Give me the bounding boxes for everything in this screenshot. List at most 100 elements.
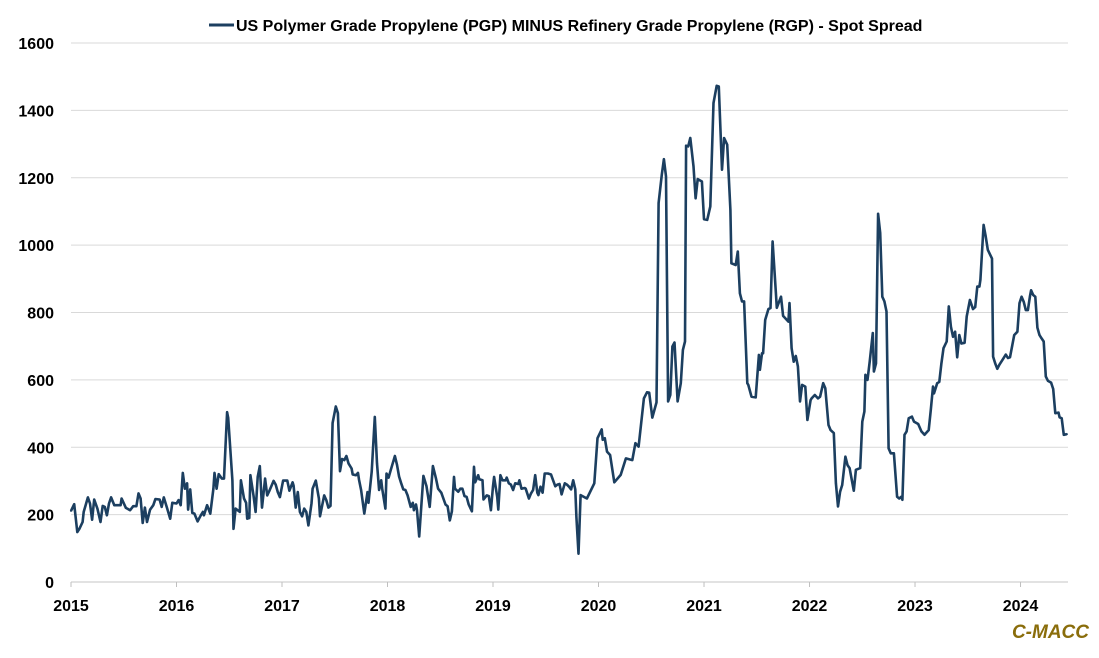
data-point [319, 515, 321, 518]
data-point [758, 368, 761, 371]
data-point [256, 475, 259, 478]
data-point [839, 490, 842, 493]
data-point [493, 475, 496, 478]
data-point [947, 305, 950, 308]
data-point [440, 491, 443, 494]
data-point [782, 314, 785, 317]
series-line [69, 84, 1068, 555]
data-point [689, 137, 692, 139]
data-point [932, 385, 934, 388]
data-point [489, 509, 492, 512]
data-point [952, 335, 954, 338]
y-tick-label: 1000 [18, 238, 54, 255]
data-point [747, 383, 750, 386]
data-point [477, 474, 480, 477]
gridlines [71, 42, 1068, 516]
data-point [143, 506, 146, 509]
data-point [402, 488, 405, 491]
data-point [82, 510, 85, 513]
data-point [234, 507, 237, 510]
data-point [936, 382, 939, 385]
data-point [877, 212, 880, 215]
data-point [406, 494, 409, 497]
data-point [730, 262, 733, 265]
data-point [347, 462, 350, 465]
data-point [110, 496, 113, 499]
data-point [91, 518, 94, 521]
data-point [984, 235, 987, 238]
data-point [757, 353, 760, 356]
data-point [715, 84, 718, 87]
data-point [799, 400, 801, 403]
data-point [846, 464, 849, 467]
data-point [191, 511, 194, 514]
data-point [345, 455, 348, 457]
data-point [972, 308, 974, 311]
data-point [310, 502, 313, 505]
data-point [889, 452, 892, 455]
data-point [550, 473, 552, 476]
data-point [474, 481, 477, 484]
data-point [152, 504, 155, 507]
data-point [409, 505, 412, 508]
data-point [662, 158, 665, 161]
data-point [509, 483, 512, 486]
data-point [792, 360, 795, 363]
y-tick-label: 0 [45, 575, 54, 592]
data-point [827, 424, 830, 426]
data-point [593, 482, 596, 485]
data-point [70, 509, 72, 512]
data-point [684, 340, 686, 343]
data-point [665, 175, 667, 178]
data-point [979, 278, 982, 281]
data-point [642, 397, 645, 400]
data-point [546, 472, 549, 475]
data-point [657, 202, 660, 204]
data-point [215, 487, 218, 490]
data-point [252, 494, 255, 497]
data-point [206, 504, 209, 507]
data-point [822, 382, 825, 385]
data-point [384, 507, 387, 510]
data-point [963, 341, 966, 344]
data-point [435, 477, 437, 480]
data-point [887, 447, 890, 450]
data-point [734, 264, 737, 266]
data-point [193, 512, 196, 515]
data-point [965, 315, 968, 318]
data-point [196, 520, 199, 523]
data-point [601, 438, 604, 441]
data-point [609, 454, 612, 456]
data-point [1040, 337, 1043, 340]
data-point [738, 292, 741, 295]
data-point [296, 491, 299, 494]
data-point [817, 397, 819, 400]
data-point [883, 300, 886, 303]
legend-label: US Polymer Grade Propylene (PGP) MINUS R… [236, 18, 922, 35]
y-tick-label: 800 [27, 306, 54, 323]
data-point [425, 485, 428, 488]
data-point [416, 509, 418, 512]
data-point [108, 502, 110, 505]
data-point [600, 428, 603, 431]
data-point [422, 474, 425, 477]
data-point [96, 507, 99, 510]
data-point [694, 197, 697, 200]
data-point [1006, 357, 1009, 359]
data-point [769, 307, 772, 310]
data-point [859, 467, 862, 470]
data-point [717, 85, 720, 88]
data-point [700, 180, 703, 183]
data-point [810, 397, 813, 400]
data-point [457, 490, 460, 493]
data-point [671, 345, 674, 348]
data-point [354, 474, 357, 477]
data-point [307, 524, 310, 527]
data-point [994, 362, 997, 365]
data-point [679, 382, 682, 385]
data-point [933, 392, 935, 395]
data-point [276, 491, 279, 494]
data-point [560, 493, 563, 496]
data-point [231, 479, 234, 482]
